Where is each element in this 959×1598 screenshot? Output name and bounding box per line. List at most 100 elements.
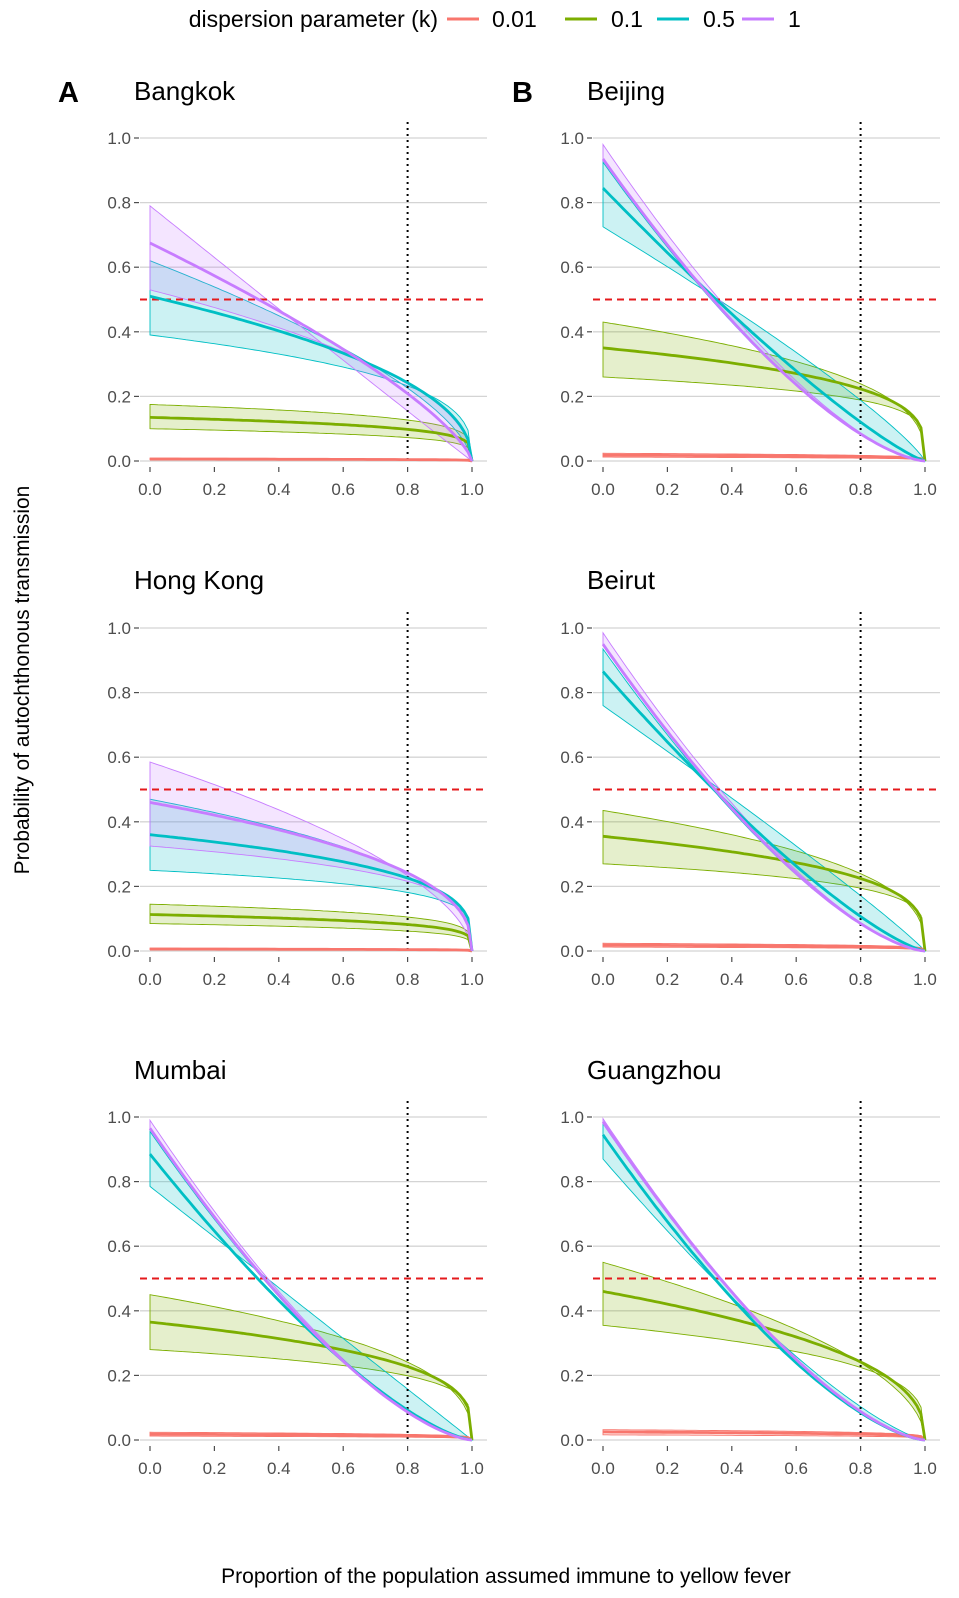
x-tick-label: 0.6 — [784, 1459, 808, 1478]
y-tick-label: 0.8 — [560, 194, 584, 213]
legend-label-0.1: 0.1 — [611, 6, 643, 32]
y-tick-label: 0.2 — [107, 1366, 131, 1385]
x-tick-label: 0.0 — [138, 480, 162, 499]
x-tick-label: 0.0 — [591, 970, 615, 989]
y-tick-label: 0.8 — [560, 1173, 584, 1192]
series-line-k-1 — [149, 241, 474, 462]
x-tick-label: 0.0 — [138, 1459, 162, 1478]
y-tick-label: 1.0 — [560, 619, 584, 638]
y-tick-label: 1.0 — [560, 129, 584, 148]
series-line-k-1 — [601, 643, 926, 953]
x-tick-label: 0.4 — [267, 1459, 291, 1478]
x-tick-label: 0.8 — [849, 1459, 873, 1478]
series-line-k-1 — [149, 801, 474, 952]
y-tick-label: 0.4 — [560, 323, 584, 342]
series-line-k-0.01 — [150, 457, 473, 463]
series-line-k-0.01 — [150, 1432, 473, 1442]
x-tick-label: 0.2 — [656, 970, 680, 989]
x-tick-label: 0.2 — [656, 1459, 680, 1478]
y-tick-label: 0.4 — [107, 813, 131, 832]
y-tick-label: 0.0 — [107, 942, 131, 961]
series-line-k-0.1 — [149, 416, 474, 462]
y-tick-label: 0.2 — [107, 877, 131, 896]
series-line-k-0.5 — [148, 1153, 473, 1442]
x-tick-label: 0.6 — [784, 480, 808, 499]
series-line-k-0.01 — [603, 453, 926, 463]
panel-letter: B — [512, 77, 533, 109]
y-tick-label: 0.8 — [560, 684, 584, 703]
x-tick-label: 0.4 — [267, 970, 291, 989]
y-tick-label: 0.0 — [560, 452, 584, 471]
y-tick-label: 1.0 — [107, 129, 131, 148]
x-tick-label: 0.0 — [591, 1459, 615, 1478]
panel-mumbai: Mumbai 0.0 0.2 0.4 0.6 0.8 1.0 0.0 0.2 0.4 0.6 0.8 1… — [107, 1055, 487, 1478]
y-tick-label: 0.4 — [107, 323, 131, 342]
x-tick-label: 1.0 — [913, 480, 937, 499]
x-tick-label: 0.4 — [720, 970, 744, 989]
panel-title: Bangkok — [134, 76, 236, 106]
x-tick-label: 0.8 — [396, 480, 420, 499]
panel-beirut: Beirut 0.0 0.2 0.4 0.6 0.8 1.0 0.0 0.2 0.4 0.6 0.8 1… — [560, 565, 940, 989]
x-tick-label: 0.4 — [267, 480, 291, 499]
legend: dispersion parameter (k) 0.01 0.1 0.5 1 — [189, 6, 801, 32]
x-tick-label: 0.8 — [396, 1459, 420, 1478]
chart-panels: Bangkok A 0.0 0.2 0.4 0.6 0.8 1.0 0.0 0.2 0.4 0.6 0.… — [58, 76, 940, 1478]
series-line-k-1 — [601, 1121, 926, 1442]
ribbon-k-0.5 — [149, 1130, 474, 1441]
x-tick-label: 0.8 — [849, 970, 873, 989]
y-tick-label: 0.4 — [107, 1302, 131, 1321]
x-tick-label: 0.0 — [591, 480, 615, 499]
y-tick-label: 0.6 — [560, 258, 584, 277]
y-tick-label: 0.4 — [560, 813, 584, 832]
x-tick-label: 0.2 — [203, 480, 227, 499]
ribbon-k-1 — [602, 631, 926, 952]
x-tick-label: 0.8 — [849, 480, 873, 499]
x-tick-label: 1.0 — [460, 1459, 484, 1478]
legend-label-0.01: 0.01 — [492, 6, 537, 32]
y-tick-label: 1.0 — [560, 1108, 584, 1127]
x-tick-label: 0.6 — [331, 1459, 355, 1478]
series-line-k-0.1 — [149, 913, 474, 952]
x-tick-label: 0.2 — [203, 970, 227, 989]
y-tick-label: 0.8 — [107, 194, 131, 213]
x-tick-label: 1.0 — [460, 970, 484, 989]
ribbon-k-0.1 — [149, 903, 473, 952]
x-tick-label: 0.4 — [720, 480, 744, 499]
series-line-k-1 — [601, 158, 926, 463]
x-tick-label: 0.4 — [720, 1459, 744, 1478]
x-tick-label: 0.0 — [138, 970, 162, 989]
y-axis-title: Probability of autochthonous transmissio… — [11, 486, 34, 875]
series-line-k-0.01 — [603, 943, 926, 953]
y-tick-label: 0.4 — [560, 1302, 584, 1321]
series-line-k-0.5 — [601, 670, 926, 953]
panel-title: Beirut — [587, 565, 656, 595]
series-line-k-0.01 — [603, 1430, 926, 1442]
x-tick-label: 0.6 — [331, 480, 355, 499]
series-line-k-0.1 — [149, 1320, 474, 1441]
x-tick-label: 1.0 — [913, 1459, 937, 1478]
y-tick-label: 0.8 — [107, 684, 131, 703]
x-axis-title: Proportion of the population assumed imm… — [221, 1565, 791, 1588]
y-tick-label: 1.0 — [107, 1108, 131, 1127]
panel-title: Guangzhou — [587, 1055, 721, 1085]
legend-label-0.5: 0.5 — [703, 6, 735, 32]
panel-title: Mumbai — [134, 1055, 226, 1085]
series-line-k-0.5 — [149, 294, 474, 462]
panel-guangzhou: Guangzhou 0.0 0.2 0.4 0.6 0.8 1.0 0.0 0.2 0.4 0.6 0… — [560, 1055, 940, 1478]
y-tick-label: 0.6 — [560, 748, 584, 767]
y-tick-label: 0.2 — [107, 387, 131, 406]
legend-title: dispersion parameter (k) — [189, 6, 438, 32]
y-tick-label: 0.2 — [560, 877, 584, 896]
x-tick-label: 1.0 — [460, 480, 484, 499]
x-tick-label: 0.2 — [656, 480, 680, 499]
x-tick-label: 0.2 — [203, 1459, 227, 1478]
series-line-k-0.1 — [602, 834, 927, 952]
panel-beijing: Beijing B 0.0 0.2 0.4 0.6 0.8 1.0 0.0 0.2 0.4 0.6 0.… — [512, 76, 940, 499]
panel-title: Beijing — [587, 76, 665, 106]
panel-letter: A — [58, 77, 79, 109]
y-tick-label: 0.6 — [107, 1237, 131, 1256]
y-tick-label: 0.2 — [560, 387, 584, 406]
y-tick-label: 0.6 — [560, 1237, 584, 1256]
y-tick-label: 0.0 — [107, 452, 131, 471]
